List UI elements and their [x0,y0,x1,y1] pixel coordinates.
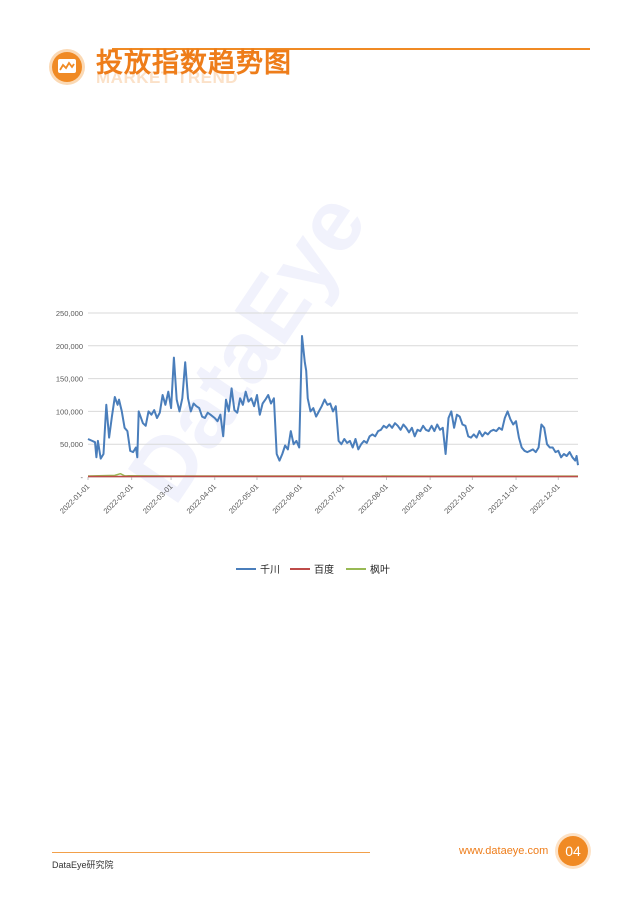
x-tick-label: 2022-07-01 [313,482,346,515]
y-tick-label: 200,000 [56,342,83,351]
page-number: 04 [558,836,588,866]
x-tick-label: 2022-09-01 [400,482,433,515]
legend-label: 枫叶 [370,563,390,576]
page-title: 投放指数趋势图 [96,48,292,79]
bar-chart-icon [52,52,82,82]
x-tick-label: 2022-02-01 [102,482,135,515]
footer-rule [52,852,370,853]
x-tick-label: 2022-10-01 [442,482,475,515]
x-tick-label: 2022-03-01 [141,482,174,515]
y-tick-label: 50,000 [60,440,83,449]
x-tick-label: 2022-12-01 [528,482,561,515]
y-tick-label: 150,000 [56,375,83,384]
y-tick-label: 100,000 [56,407,83,416]
x-tick-label: 2022-01-01 [58,482,91,515]
x-tick-label: 2022-11-01 [486,482,519,515]
x-tick-label: 2022-06-01 [271,482,304,515]
legend-label: 百度 [314,563,334,576]
legend-label: 千川 [260,564,280,576]
footer-url-link[interactable]: www.dataeye.com [459,845,549,857]
x-tick-label: 2022-04-01 [185,482,218,515]
header-rule [112,48,590,50]
x-tick-label: 2022-08-01 [356,482,389,515]
y-tick-label: 250,000 [56,309,83,318]
x-tick-label: 2022-05-01 [227,482,260,515]
trend-chart: - 50,000 100,000 150,000 200,000 250,000 2022-… [56,309,579,576]
footer-org: DataEye研究院 [52,860,114,870]
y-tick-label: - [81,473,84,482]
series-line-千川 [87,335,579,466]
page-subtitle: MARKET TREND [96,68,238,87]
